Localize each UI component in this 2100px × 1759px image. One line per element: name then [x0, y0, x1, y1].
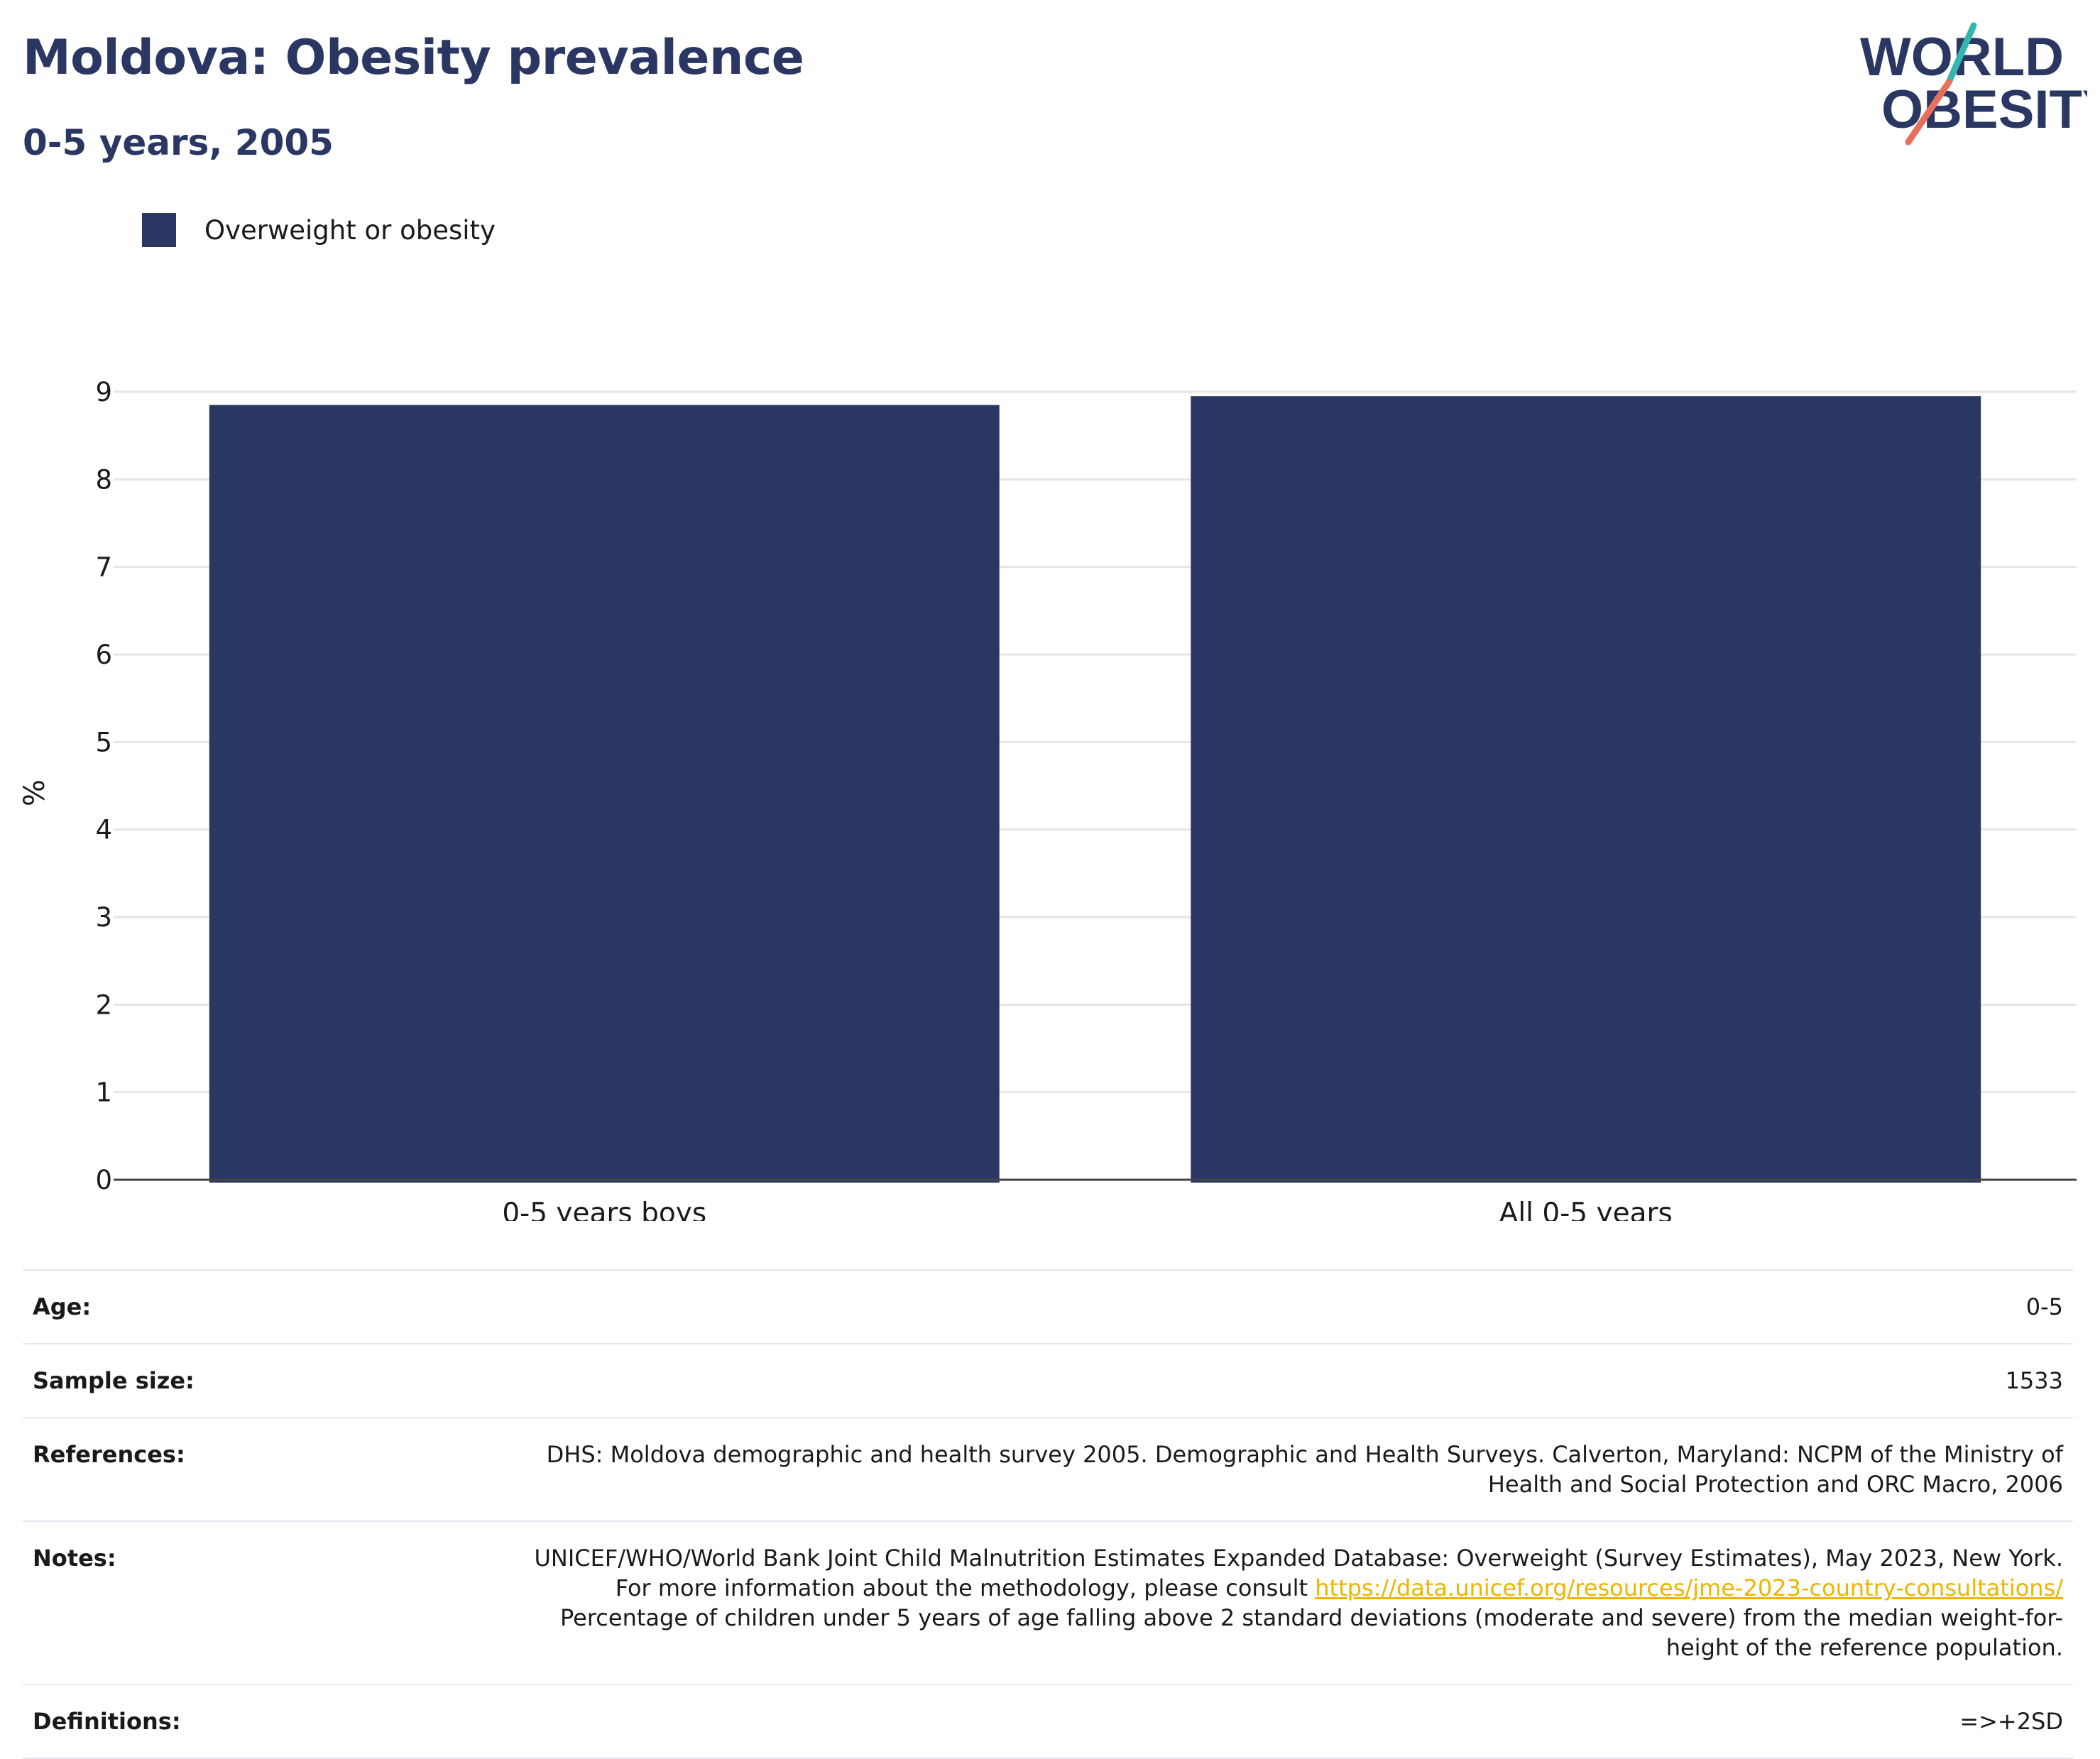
y-tick-label: 3	[95, 902, 112, 933]
notes-text-before: UNICEF/WHO/World Bank Joint Child Malnut…	[534, 1545, 2064, 1601]
details-row-definitions: Definitions: =>+2SD	[23, 1684, 2073, 1759]
bar-1	[209, 405, 1000, 1183]
page-title: Moldova: Obesity prevalence	[23, 30, 804, 86]
y-tick-label: 2	[95, 990, 112, 1020]
details-label-sample-size: Sample size:	[33, 1367, 195, 1394]
y-tick-label: 0	[95, 1165, 112, 1195]
details-value-notes: UNICEF/WHO/World Bank Joint Child Malnut…	[501, 1543, 2064, 1662]
notes-methodology-link[interactable]: https://data.unicef.org/resources/jme-20…	[1315, 1574, 2063, 1601]
details-table: Age: 0-5 Sample size: 1533 References: D…	[23, 1269, 2073, 1759]
legend-swatch-overweight	[142, 213, 176, 247]
y-tick-label: 8	[95, 464, 112, 495]
y-tick-label: 4	[95, 815, 112, 845]
logo-slash-teal	[1945, 22, 1977, 86]
x-tick-label: All 0-5 years	[1499, 1198, 1673, 1221]
x-tick-label: 0-5 years boys	[502, 1198, 706, 1221]
chart-legend: Overweight or obesity	[142, 213, 496, 247]
details-value-age: 0-5	[2025, 1293, 2063, 1320]
y-tick-label: 7	[95, 552, 112, 583]
details-row-references: References: DHS: Moldova demographic and…	[23, 1417, 2073, 1520]
notes-text-after: Percentage of children under 5 years of …	[560, 1604, 2063, 1661]
y-tick-label: 9	[95, 377, 112, 407]
details-value-sample-size: 1533	[2005, 1367, 2063, 1394]
bar-2	[1191, 396, 1981, 1183]
details-label-notes: Notes:	[33, 1545, 116, 1572]
logo-slash-coral	[1905, 79, 1952, 146]
legend-label-overweight: Overweight or obesity	[204, 214, 496, 246]
y-tick-label: 6	[95, 640, 112, 670]
details-value-references: DHS: Moldova demographic and health surv…	[546, 1441, 2063, 1498]
page-subtitle: 0-5 years, 2005	[23, 122, 334, 163]
details-label-references: References:	[33, 1441, 185, 1468]
details-row-notes: Notes: UNICEF/WHO/World Bank Joint Child…	[23, 1520, 2073, 1684]
details-value-definitions: =>+2SD	[1959, 1708, 2063, 1735]
details-row-sample-size: Sample size: 1533	[23, 1343, 2073, 1417]
details-row-age: Age: 0-5	[23, 1269, 2073, 1343]
y-axis-label: %	[18, 779, 51, 806]
details-label-age: Age:	[33, 1293, 92, 1320]
y-tick-label: 1	[95, 1078, 112, 1108]
y-tick-label: 5	[95, 727, 112, 757]
details-label-definitions: Definitions:	[33, 1708, 181, 1735]
world-obesity-logo: WORLD OBESITY	[1860, 22, 2087, 146]
bar-chart: 0 1 2 3 4 5 6 7 8 9 0-5 years boys All 0-5 years%	[18, 377, 2077, 1221]
